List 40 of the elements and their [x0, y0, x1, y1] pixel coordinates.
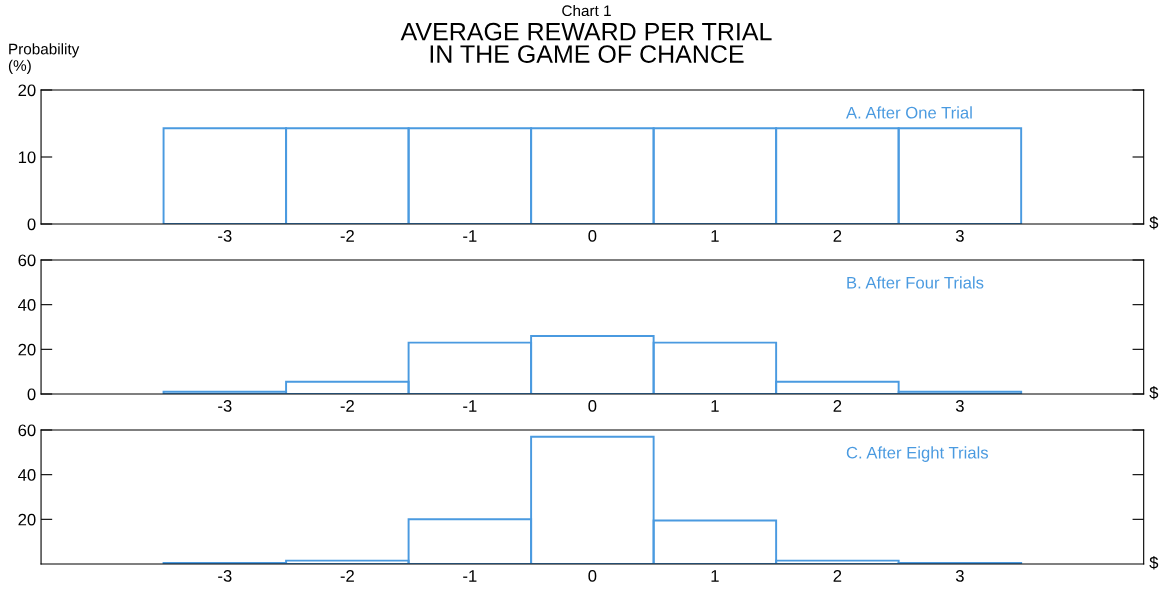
x-tick-label: 3	[955, 570, 964, 582]
x-tick-label: -1	[463, 400, 477, 412]
x-tick-label: 0	[588, 230, 597, 242]
y-tick-label: 0	[27, 388, 36, 401]
y-tick-label: 40	[18, 469, 36, 481]
x-tick-label: 1	[711, 400, 719, 412]
chart-title: AVERAGE REWARD PER TRIAL IN THE GAME OF CHANCE	[400, 22, 772, 63]
x-axis-title: $	[1149, 555, 1159, 570]
x-tick-label: -3	[218, 570, 232, 582]
x-axis-title: $	[1149, 215, 1159, 230]
y-tick-label: 40	[18, 299, 36, 311]
y-tick-label: 0	[27, 218, 36, 231]
annotation: A. After One Trial	[846, 106, 972, 119]
y-tick-label: 20	[18, 513, 36, 526]
x-tick-label: -1	[463, 570, 477, 582]
annotation: C. After Eight Trials	[846, 446, 989, 462]
x-tick-label: -2	[340, 570, 354, 582]
annotation: B. After Four Trials	[847, 276, 984, 289]
x-tick-label: 2	[833, 230, 842, 242]
x-tick-label: 0	[588, 400, 597, 412]
y-axis-title: Probability (%)	[8, 43, 80, 74]
x-tick-label: 1	[711, 570, 719, 582]
x-tick-label: 3	[955, 230, 964, 242]
x-tick-label: -2	[340, 400, 354, 412]
x-tick-label: -1	[463, 230, 477, 242]
x-tick-label: 0	[588, 570, 597, 582]
x-tick-label: -3	[218, 230, 232, 242]
x-tick-label: -3	[218, 400, 232, 412]
x-tick-label: 1	[711, 230, 719, 242]
y-tick-label: 60	[18, 254, 36, 267]
x-tick-label: 2	[833, 570, 842, 582]
x-tick-label: -2	[340, 230, 354, 242]
y-tick-label: 60	[18, 424, 36, 437]
y-tick-label: 20	[18, 84, 36, 97]
chart-subtitle: Chart 1	[562, 4, 611, 17]
y-tick-label: 20	[18, 343, 36, 356]
y-tick-label: 10	[18, 151, 36, 164]
x-tick-label: 3	[955, 400, 964, 412]
x-axis-title: $	[1149, 385, 1159, 400]
x-tick-label: 2	[833, 400, 842, 412]
